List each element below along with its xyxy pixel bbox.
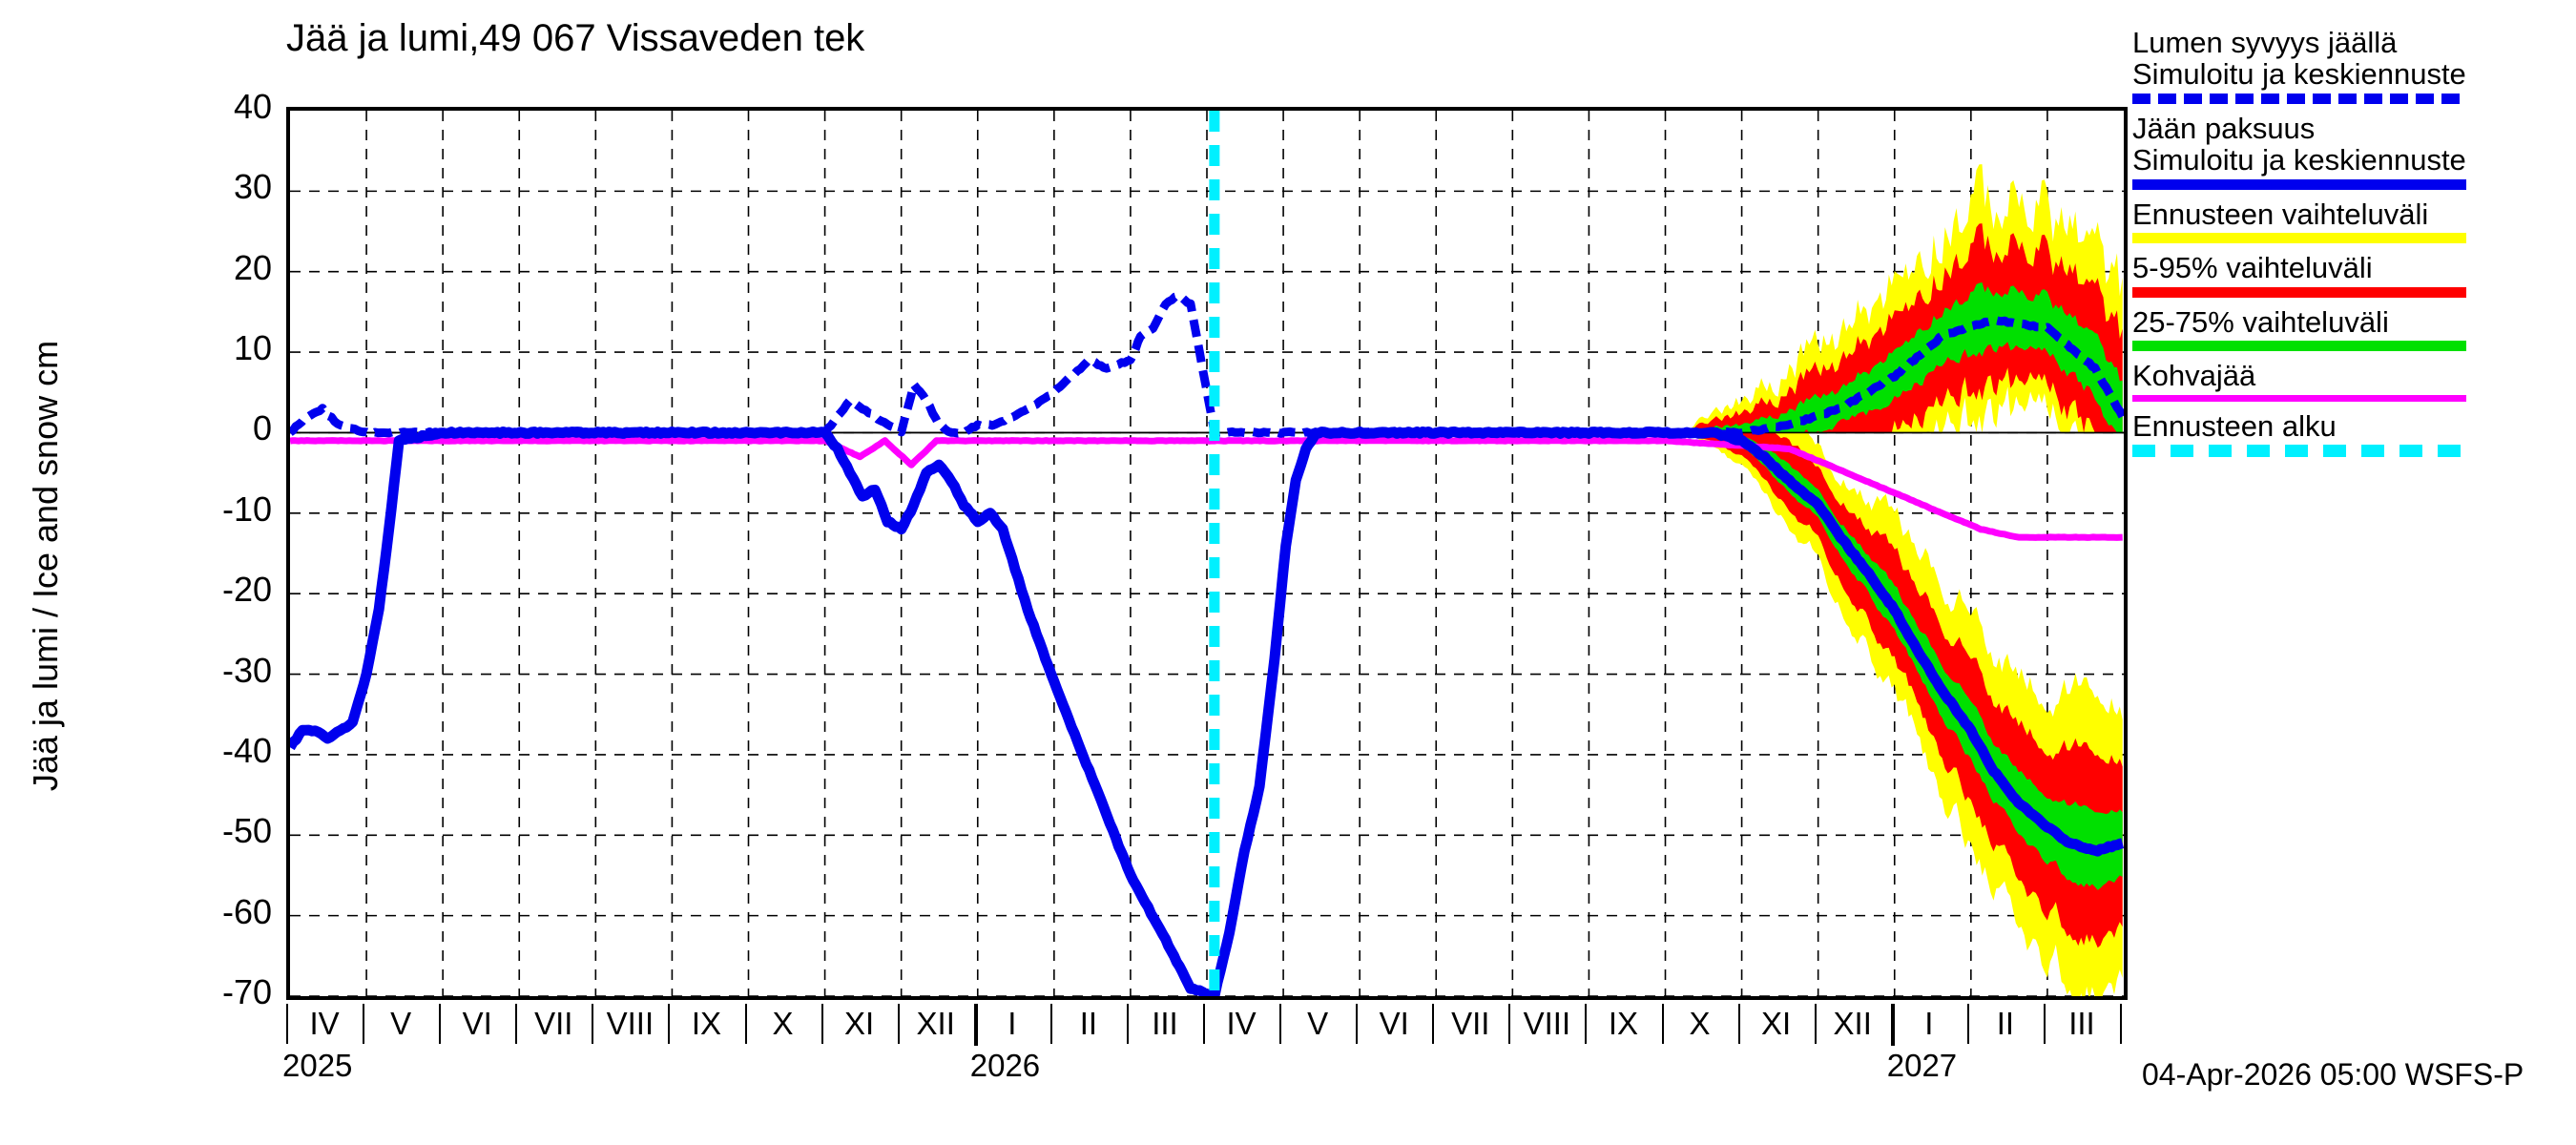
legend-item-ice-thickness: Jään paksuus Simuloitu ja keskiennuste — [2132, 111, 2571, 190]
x-axis-tick — [1966, 1004, 1969, 1044]
x-axis-tick — [1126, 1004, 1129, 1044]
x-month-label: VII — [1451, 1006, 1490, 1041]
legend-swatch-ice-thickness — [2132, 178, 2466, 190]
x-axis-tick — [1432, 1004, 1435, 1044]
legend-swatch-forecast-range — [2132, 233, 2466, 244]
x-month-label: III — [1152, 1006, 1178, 1041]
legend-subtitle: Simuloitu ja keskiennuste — [2132, 143, 2466, 177]
x-month-label: VI — [462, 1006, 492, 1041]
series-slush-ice — [290, 437, 2124, 541]
x-axis-tick — [1890, 1004, 1895, 1046]
legend-item-forecast-start: Ennusteen alku — [2132, 408, 2571, 458]
y-tick-label: 40 — [233, 87, 272, 126]
x-axis-tick — [973, 1004, 978, 1046]
x-axis-tick — [1814, 1004, 1817, 1044]
legend-item-range-5-95: 5-95% vaihteluväli — [2132, 251, 2571, 298]
legend-item-snow-depth: Lumen syvyys jäällä Simuloitu ja keskienn… — [2132, 27, 2571, 104]
legend-title: Lumen syvyys jäällä — [2132, 26, 2398, 59]
timestamp: 04-Apr-2026 05:00 WSFS-P — [2142, 1057, 2524, 1092]
x-axis-tick — [897, 1004, 900, 1044]
legend-item-slush-ice: Kohvajää — [2132, 359, 2571, 402]
x-axis-tick — [1661, 1004, 1664, 1044]
legend-title: 5-95% vaihteluväli — [2132, 251, 2373, 285]
x-month-label: XII — [916, 1006, 955, 1041]
x-axis-tick — [1585, 1004, 1588, 1044]
legend-item-range-25-75: 25-75% vaihteluväli — [2132, 304, 2571, 352]
band-5-95-snow-winter — [1688, 223, 2123, 433]
x-axis-tick — [592, 1004, 594, 1044]
x-month-label: XI — [1761, 1006, 1792, 1041]
x-month-label: II — [1079, 1006, 1098, 1041]
x-year-label: 2025 — [282, 1048, 353, 1083]
x-axis-tick — [286, 1004, 288, 1044]
x-month-label: VIII — [606, 1006, 654, 1041]
y-axis-ticks: 40 30 20 10 0 -10 -20 -30 -40 -50 -60 -70 — [105, 87, 272, 1011]
x-month-label: VIII — [1523, 1006, 1571, 1041]
x-axis-tick — [668, 1004, 671, 1044]
y-tick-label: -60 — [221, 891, 272, 931]
y-tick-label: 30 — [233, 167, 272, 207]
x-month-label: IX — [1608, 1006, 1639, 1041]
chart-canvas — [290, 111, 2124, 996]
y-tick-label: 20 — [233, 247, 272, 287]
x-axis-tick — [363, 1004, 365, 1044]
x-month-label: III — [2068, 1006, 2095, 1041]
y-axis-label: Jää ja lumi / Ice and snow cm — [26, 340, 65, 792]
y-tick-label: -20 — [221, 570, 272, 610]
legend-title: Ennusteen alku — [2132, 408, 2337, 443]
y-tick-label: -40 — [221, 730, 272, 770]
x-month-label: IV — [309, 1006, 340, 1041]
legend-title: Jään paksuus — [2132, 111, 2316, 145]
x-axis: IV V VI VII VIII IX X XI XII I II III IV V VI VII VIII IX… — [282, 1004, 2128, 1083]
y-tick-label: 0 — [252, 408, 272, 448]
x-month-label: VI — [1379, 1006, 1409, 1041]
x-axis-tick — [1737, 1004, 1740, 1044]
x-axis-tick — [1049, 1004, 1052, 1044]
series-ice-thickness — [290, 427, 2124, 996]
x-month-label: IX — [691, 1006, 722, 1041]
legend-title: Ennusteen vaihteluväli — [2132, 197, 2429, 231]
x-axis-tick — [744, 1004, 747, 1044]
x-axis-tick — [439, 1004, 442, 1044]
page-title: Jää ja lumi,49 067 Vissaveden tek — [286, 17, 865, 59]
x-month-label: XII — [1833, 1006, 1872, 1041]
x-axis-tick — [1279, 1004, 1282, 1044]
y-tick-label: -50 — [221, 811, 272, 851]
x-month-label: X — [1689, 1006, 1711, 1041]
legend-item-forecast-range: Ennusteen vaihteluväli — [2132, 197, 2571, 244]
x-axis-tick — [515, 1004, 518, 1044]
legend-title: Kohvajää — [2132, 359, 2256, 393]
x-month-label: I — [1008, 1006, 1017, 1041]
legend-swatch-range-5-95 — [2132, 286, 2466, 298]
x-year-label: 2026 — [969, 1048, 1041, 1083]
legend-swatch-range-25-75 — [2132, 341, 2466, 352]
legend-swatch-forecast-start — [2132, 445, 2466, 458]
x-year-label: 2027 — [1886, 1048, 1958, 1083]
legend-swatch-snow-depth — [2132, 93, 2466, 104]
y-tick-label: 10 — [233, 328, 272, 368]
chart-plot-area — [286, 107, 2128, 1000]
x-month-label: I — [1924, 1006, 1934, 1041]
band-25-75-winter — [1690, 427, 2123, 890]
x-axis-tick — [821, 1004, 823, 1044]
x-month-label: II — [1996, 1006, 2015, 1041]
x-month-label: IV — [1226, 1006, 1257, 1041]
x-month-label: V — [390, 1006, 412, 1041]
legend-title: 25-75% vaihteluväli — [2132, 304, 2389, 339]
y-tick-label: -70 — [221, 972, 272, 1011]
y-tick-label: -30 — [221, 650, 272, 690]
chart-legend: Lumen syvyys jäällä Simuloitu ja keskienn… — [2132, 27, 2571, 466]
x-axis-tick — [2043, 1004, 2046, 1044]
x-month-label: VII — [534, 1006, 573, 1041]
x-axis-tick — [2120, 1004, 2122, 1044]
y-tick-label: -10 — [221, 489, 272, 529]
x-month-label: V — [1307, 1006, 1329, 1041]
x-axis-tick — [1203, 1004, 1205, 1044]
x-axis-tick — [1356, 1004, 1359, 1044]
legend-swatch-slush-ice — [2132, 394, 2466, 402]
x-axis-tick — [1508, 1004, 1511, 1044]
x-month-label: X — [772, 1006, 794, 1041]
x-month-label: XI — [844, 1006, 875, 1041]
legend-subtitle: Simuloitu ja keskiennuste — [2132, 57, 2466, 92]
